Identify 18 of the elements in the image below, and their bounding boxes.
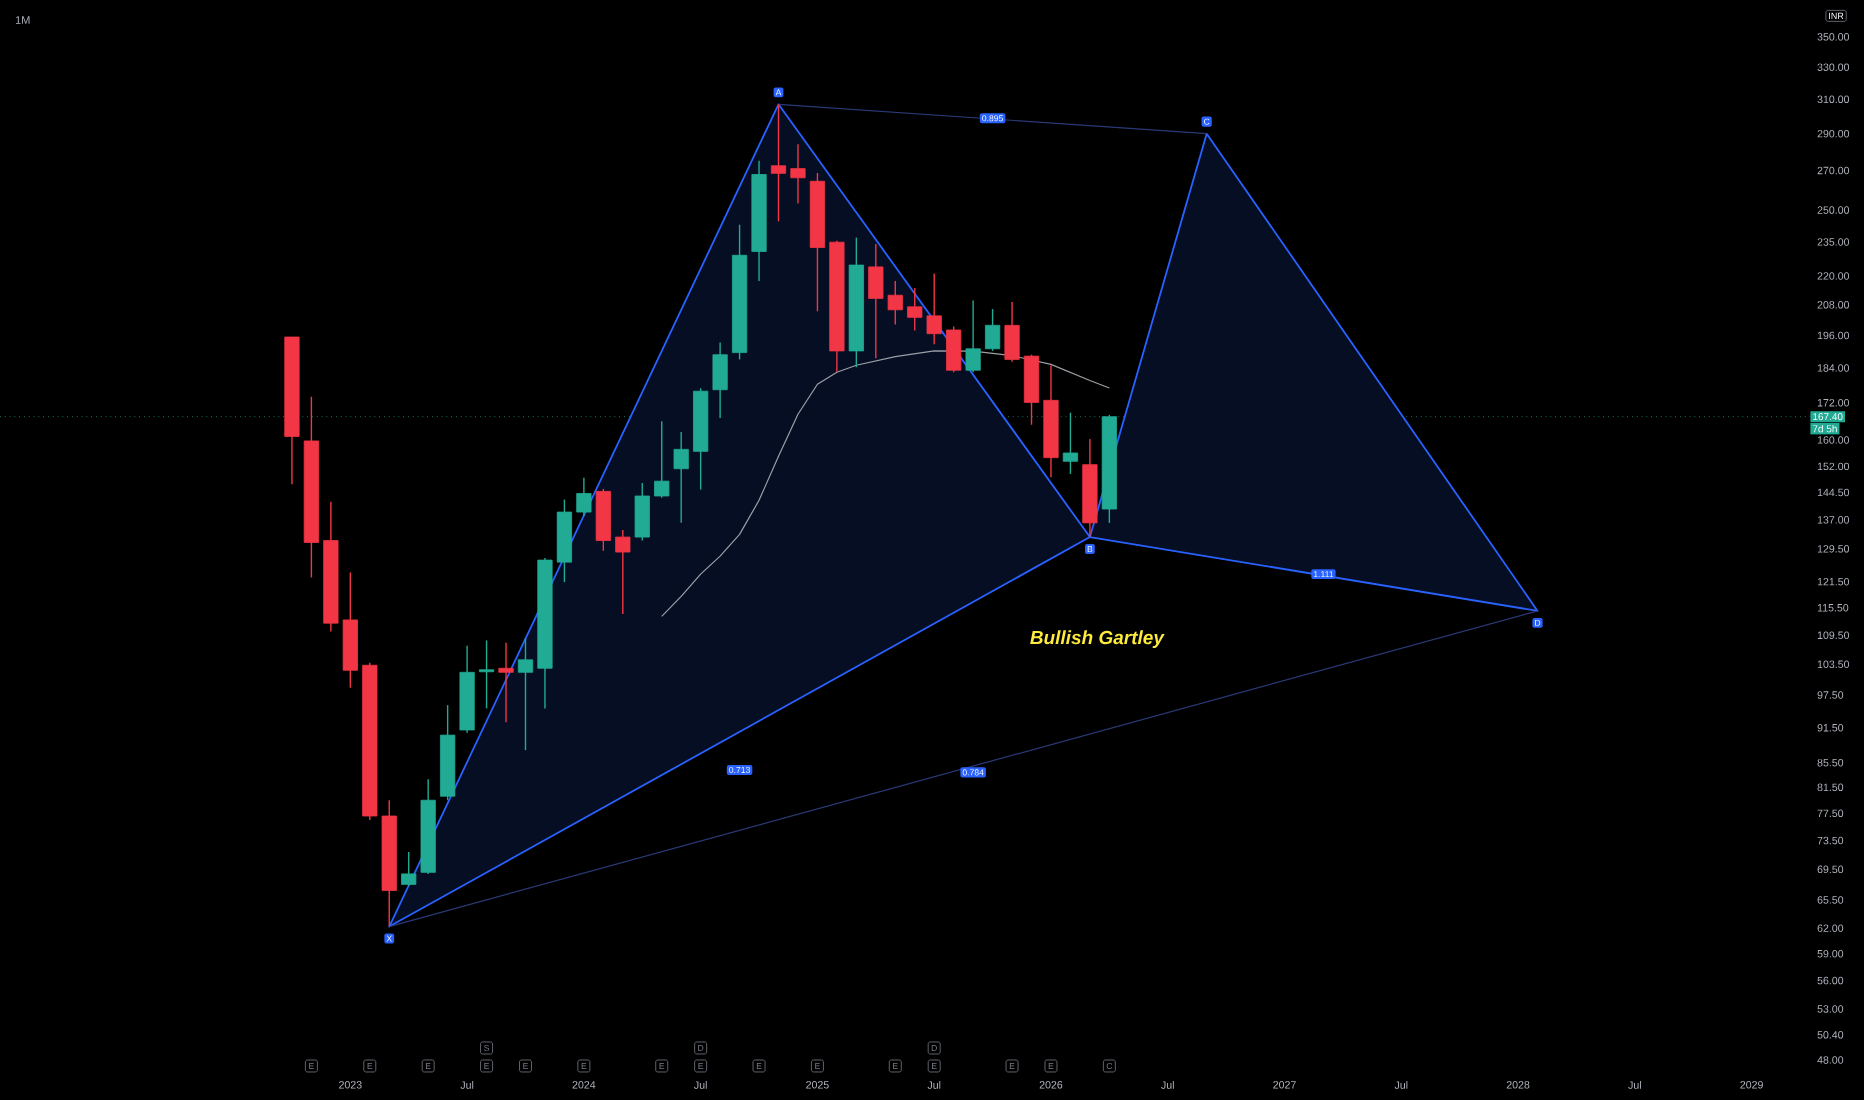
candlestick: [654, 420, 670, 499]
candlestick: [1023, 354, 1040, 426]
candlestick: [790, 143, 806, 205]
candlestick: [965, 299, 981, 373]
candlestick: [401, 851, 417, 887]
candlestick: [615, 529, 631, 615]
candlestick: [478, 639, 495, 710]
candlestick: [517, 637, 534, 751]
candlestick: [576, 476, 592, 517]
candlestick: [498, 642, 514, 723]
annotation: Bullish Gartley: [1030, 630, 1165, 649]
candlestick: [1004, 301, 1020, 363]
candlestick: [770, 103, 787, 223]
candlestick: [712, 341, 728, 419]
candlestick: [673, 431, 689, 524]
candlestick: [946, 325, 962, 373]
candlestick: [634, 482, 650, 542]
candlestick: [984, 308, 1001, 352]
